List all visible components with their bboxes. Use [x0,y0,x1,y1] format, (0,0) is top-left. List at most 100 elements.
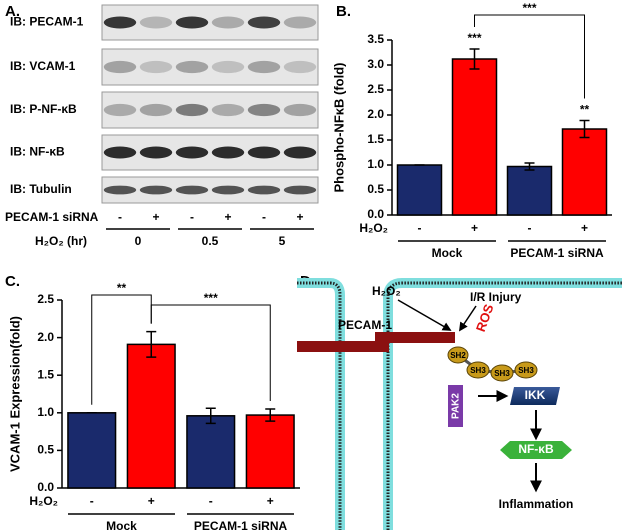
bar [245,414,295,489]
significance: ** [580,103,590,117]
error-bar [579,119,590,139]
x-factor-label: H₂O₂ [29,494,58,508]
sh3-label: SH3 [518,366,534,375]
error-bar [265,408,276,422]
nfkb-box [500,441,572,459]
sirna-sign: + [224,210,231,224]
blot-label: IB: PECAM-1 [10,15,84,29]
y-tick-label: 2.5 [367,82,384,96]
blot-band [247,16,281,29]
bar [186,415,236,489]
blot-band [139,16,173,29]
blot-band [211,185,245,195]
blot-box [101,134,319,171]
blot-band [211,16,245,29]
blot-band [139,103,173,117]
error-bar [524,162,535,171]
bracket [474,14,585,99]
blot-band [283,103,317,117]
time-value: 0 [135,234,142,248]
membrane-core [297,281,342,530]
blot-band [247,60,281,74]
sh3-label: SH3 [470,366,486,375]
sirna-sign: - [262,210,266,224]
blot-band [139,185,173,195]
error-bar [469,48,480,70]
blot-band [283,146,317,159]
x-tick-label: + [148,494,155,508]
significance: ** [117,281,127,295]
blot-band [211,146,245,159]
blot-label: IB: VCAM-1 [10,59,76,73]
panel-d: D. PECAM-1 H₂O₂ I/R Injury ROS SH2 SH3 SH… [297,273,622,530]
blot-band [139,146,173,159]
y-axis-label: Phospho-NFκB (fold) [331,63,346,193]
time-value: 0.5 [202,234,219,248]
y-tick-label: 2.0 [367,107,384,121]
sh3-domains: SH3 SH3 SH3 [466,361,538,382]
ikk-box [510,387,560,405]
membranes [297,278,622,530]
bar [506,165,553,216]
sirna-sign: - [118,210,122,224]
bar [396,164,443,216]
membrane-core [386,281,622,530]
y-tick-label: 3.0 [367,57,384,71]
blot-band [175,103,209,117]
time-label: H₂O₂ (hr) [35,234,87,248]
y-tick-label: 0.0 [37,480,54,494]
blot-band [211,103,245,117]
y-tick-label: 2.0 [37,330,54,344]
y-tick-label: 3.5 [367,32,384,46]
y-tick-label: 0.5 [37,443,54,457]
arrow [397,299,452,331]
blot-band [283,185,317,195]
sh3-domain [490,364,514,382]
panel-label: A. [5,3,20,20]
blot-band [175,146,209,159]
y-tick-label: 1.5 [37,367,54,381]
x-tick-label: + [581,221,588,235]
y-tick-label: 0.0 [367,207,384,221]
blot-band [103,60,137,74]
blot-box [101,176,319,204]
arrow [459,305,477,332]
nfkb-label: NF-κB [518,442,554,456]
sh2-domain [447,346,469,364]
sirna-sign: + [152,210,159,224]
bar [126,343,176,489]
pak2-box [448,385,463,427]
bar [451,58,498,216]
x-tick-label: + [267,494,274,508]
blot-band [139,60,173,74]
panel-label: B. [336,3,351,20]
sh3-domain [466,361,490,379]
sh3-label: SH3 [494,369,510,378]
y-axis-label: VCAM-1 Expression(fold) [7,316,22,472]
blot-band [175,16,209,29]
blot-box [101,4,319,41]
blot-band [283,16,317,29]
y-tick-label: 1.0 [367,157,384,171]
injury-label: I/R Injury [470,290,522,304]
blot-box [101,48,319,86]
x-tick-label: - [90,494,94,508]
group-label: PECAM-1 siRNA [510,246,604,260]
error-bar [205,407,216,425]
blot-band [247,146,281,159]
pak2-label: PAK2 [451,393,462,419]
x-tick-label: + [471,221,478,235]
blot-label: IB: P-NF-κB [10,102,77,116]
bar [67,412,117,489]
blot-band [103,16,137,29]
bracket [150,304,271,402]
time-value: 5 [279,234,286,248]
h2o2-label: H₂O₂ [372,284,401,298]
y-tick-label: 1.0 [37,405,54,419]
blot-band [175,185,209,195]
sh3-domain [514,361,538,379]
panel-a: A. IB: PECAM-1 IB: VCAM-1 IB: P-NF-κB IB: N… [5,3,319,248]
blot-label: IB: Tubulin [10,182,72,196]
pecam-left [297,341,389,352]
